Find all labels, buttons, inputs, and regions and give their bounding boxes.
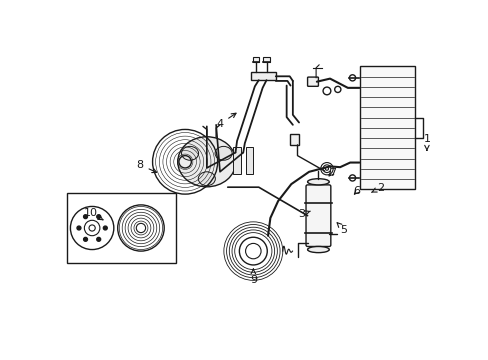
Bar xyxy=(263,57,269,62)
Text: 10: 10 xyxy=(83,208,103,220)
Bar xyxy=(252,57,258,62)
Bar xyxy=(289,134,299,145)
Ellipse shape xyxy=(181,147,198,160)
Text: 7: 7 xyxy=(328,167,335,177)
Circle shape xyxy=(103,226,107,230)
Text: 4: 4 xyxy=(216,113,236,129)
Circle shape xyxy=(97,237,101,241)
Circle shape xyxy=(77,226,81,230)
Bar xyxy=(359,66,414,189)
Text: 5: 5 xyxy=(336,223,347,235)
FancyBboxPatch shape xyxy=(307,77,318,86)
Ellipse shape xyxy=(198,172,215,186)
Circle shape xyxy=(83,237,87,241)
Circle shape xyxy=(97,215,101,219)
Bar xyxy=(245,147,253,174)
Circle shape xyxy=(83,215,87,219)
Text: 8: 8 xyxy=(136,160,156,172)
Bar xyxy=(233,147,241,174)
Text: 6: 6 xyxy=(353,186,360,196)
Text: 1: 1 xyxy=(423,134,429,150)
Text: 2: 2 xyxy=(371,183,383,193)
Text: 3: 3 xyxy=(297,209,310,219)
Ellipse shape xyxy=(178,137,235,187)
Bar xyxy=(67,193,176,263)
Bar xyxy=(250,72,275,80)
Text: 9: 9 xyxy=(249,269,256,285)
Ellipse shape xyxy=(215,147,232,160)
Ellipse shape xyxy=(307,179,328,185)
Ellipse shape xyxy=(307,247,328,253)
FancyBboxPatch shape xyxy=(305,185,330,247)
